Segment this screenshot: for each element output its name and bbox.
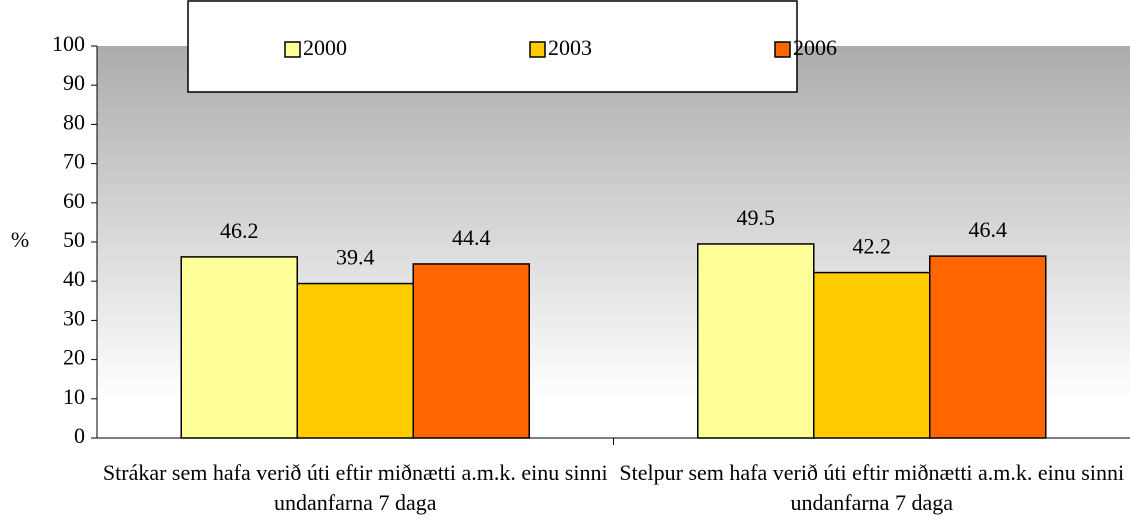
bar [296, 282, 414, 439]
x-tick-label: Strákar sem hafa verið úti eftir miðnætt… [102, 460, 608, 515]
y-axis-label: % [11, 227, 29, 252]
y-tick-label: 30 [63, 305, 85, 330]
legend-swatch [529, 41, 546, 58]
y-tick-label: 10 [63, 384, 85, 409]
x-tick-label: Stelpur sem hafa verið úti eftir miðnætt… [619, 460, 1125, 515]
value-label: 44.4 [452, 225, 491, 250]
bar [697, 243, 815, 439]
value-label: 46.2 [220, 218, 259, 243]
legend-label: 2000 [303, 35, 347, 60]
legend [187, 0, 798, 93]
y-tick-label: 80 [63, 109, 85, 134]
bar [813, 271, 931, 439]
y-tick-label: 0 [74, 423, 85, 448]
y-tick-label: 100 [52, 31, 85, 56]
value-label: 42.2 [853, 234, 892, 259]
legend-swatch [284, 41, 301, 58]
value-label: 39.4 [336, 245, 375, 270]
y-tick-label: 50 [63, 227, 85, 252]
bar [929, 255, 1047, 439]
value-label: 46.4 [969, 217, 1008, 242]
legend-label: 2006 [793, 35, 837, 60]
y-tick-label: 70 [63, 149, 85, 174]
value-label: 49.5 [737, 205, 776, 230]
y-tick-label: 90 [63, 70, 85, 95]
y-tick-label: 20 [63, 345, 85, 370]
bar [180, 256, 298, 439]
legend-label: 2003 [548, 35, 592, 60]
y-tick-label: 60 [63, 188, 85, 213]
y-tick-label: 40 [63, 266, 85, 291]
bar [412, 263, 530, 439]
legend-swatch [774, 41, 791, 58]
